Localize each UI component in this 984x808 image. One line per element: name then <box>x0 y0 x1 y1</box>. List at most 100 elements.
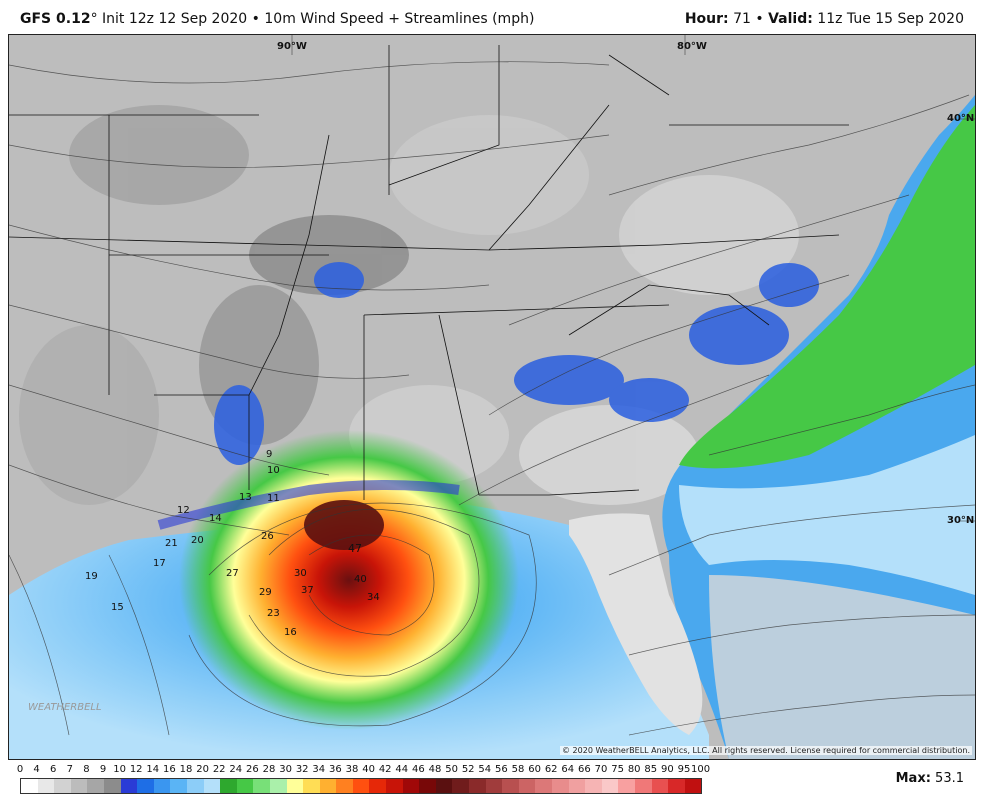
wind-label: 17 <box>153 558 166 569</box>
legend-tick-label: 34 <box>312 764 326 775</box>
legend-tick-label: 66 <box>578 764 591 775</box>
legend-swatch <box>485 779 503 793</box>
legend-tick-label: 62 <box>544 764 558 775</box>
lat-lon-grid <box>291 35 975 522</box>
color-scale-legend <box>20 778 703 794</box>
legend-tick-label: 24 <box>229 764 243 775</box>
init-time: Init 12z 12 Sep 2020 <box>102 11 248 27</box>
legend-swatch <box>269 779 287 793</box>
legend-swatch <box>419 779 436 793</box>
legend-swatch <box>386 779 403 793</box>
legend-tick-label: 14 <box>146 764 160 775</box>
legend-tick-label: 26 <box>246 764 259 775</box>
wind-label: 29 <box>259 587 272 598</box>
valid-time-info: Hour: 71 • Valid: 11z Tue 15 Sep 2020 <box>685 11 964 27</box>
coastal-wind-band <box>157 480 460 530</box>
legend-swatch <box>37 779 55 793</box>
wind-label: 40 <box>354 574 367 585</box>
legend-swatch <box>170 779 187 793</box>
legend-swatch <box>286 779 304 793</box>
degree-mark: ° <box>90 11 98 27</box>
legend-swatch <box>618 779 635 793</box>
streamlines <box>9 61 975 736</box>
wind-label: 13 <box>239 492 252 503</box>
wind-label: 15 <box>111 602 124 613</box>
legend-swatch <box>70 779 88 793</box>
legend-tick-label: 9 <box>99 764 107 775</box>
wind-label: 21 <box>165 538 178 549</box>
legend-tick-label: 10 <box>113 764 126 775</box>
hour-label: Hour: <box>684 11 729 27</box>
legend-tick-label: 75 <box>611 764 624 775</box>
valid-value: 11z Tue 15 Sep 2020 <box>817 11 964 27</box>
state-borders <box>9 45 849 500</box>
legend-tick-label: 12 <box>129 764 143 775</box>
wind-map: 90°W 80°W 40°N 30°N 47 40 37 34 30 29 27… <box>8 34 976 760</box>
legend-swatch <box>369 779 387 793</box>
legend-swatch <box>535 779 552 793</box>
legend-tick-label: 95 <box>677 764 691 775</box>
wind-label: 20 <box>191 535 204 546</box>
legend-tick-label: 30 <box>279 764 292 775</box>
legend-tick-label: 54 <box>478 764 492 775</box>
legend-swatch <box>87 779 104 793</box>
legend-tick-label: 0 <box>16 764 24 775</box>
legend-swatch <box>303 779 320 793</box>
legend-swatch <box>402 779 420 793</box>
wind-label: 16 <box>284 627 297 638</box>
valid-bullet: • <box>755 11 764 27</box>
wind-label: 12 <box>177 505 190 516</box>
wind-label: 19 <box>85 571 98 582</box>
legend-swatch <box>585 779 602 793</box>
legend-swatch <box>220 779 237 793</box>
map-canvas: 90°W 80°W 40°N 30°N 47 40 37 34 30 29 27… <box>9 35 975 759</box>
legend-swatch <box>253 779 270 793</box>
legend-swatch <box>103 779 121 793</box>
legend-swatch <box>153 779 171 793</box>
legend-tick-label: 16 <box>163 764 176 775</box>
legend-tick-label: 40 <box>362 764 375 775</box>
lat-label-30n: 30°N <box>947 515 974 526</box>
legend-tick-label: 46 <box>412 764 425 775</box>
legend-tick-label: 6 <box>50 764 57 775</box>
legend-swatch <box>203 779 221 793</box>
wind-label: 47 <box>348 542 362 555</box>
legend-tick-label: 100 <box>691 764 711 775</box>
legend-tick-label: 32 <box>295 764 309 775</box>
legend-swatch <box>518 779 536 793</box>
product-name: 10m Wind Speed + Streamlines (mph) <box>264 11 535 27</box>
legend-swatch <box>651 779 669 793</box>
legend-tick-label: 8 <box>83 764 90 775</box>
atlantic-pale-band <box>679 435 975 595</box>
legend-tick-label: 52 <box>461 764 475 775</box>
lat-label-40n: 40°N <box>947 113 974 124</box>
legend-tick-label: 20 <box>196 764 209 775</box>
hurricane-core <box>304 500 384 550</box>
legend-tick-label: 42 <box>378 764 392 775</box>
wind-speed-labels: 47 40 37 34 30 29 27 26 23 21 20 19 17 1… <box>85 449 380 638</box>
wind-label: 26 <box>261 531 274 542</box>
wind-label: 27 <box>226 568 239 579</box>
legend-tick-label: 48 <box>428 764 442 775</box>
lon-label-80w: 80°W <box>677 41 707 52</box>
wind-label: 14 <box>209 513 222 524</box>
wind-label: 23 <box>267 608 280 619</box>
legend-swatch <box>634 779 652 793</box>
max-label: Max: <box>895 771 931 786</box>
legend-tick-label: 64 <box>561 764 575 775</box>
legend-tick-label: 80 <box>627 764 641 775</box>
atlantic-green-band <box>679 105 975 469</box>
title-bullet: • <box>251 11 260 27</box>
lon-label-90w: 90°W <box>277 41 307 52</box>
copyright-notice: © 2020 WeatherBELL Analytics, LLC. All r… <box>560 746 972 755</box>
legend-swatch <box>435 779 453 793</box>
legend-swatch <box>186 779 204 793</box>
legend-tick-label: 50 <box>445 764 458 775</box>
legend-tick-label: 36 <box>329 764 342 775</box>
legend-swatch <box>120 779 138 793</box>
legend-tick-label: 22 <box>212 764 226 775</box>
header: GFS 0.12° Init 12z 12 Sep 2020 • 10m Win… <box>0 0 984 34</box>
legend-tick-label: 90 <box>661 764 674 775</box>
legend-swatch <box>452 779 470 793</box>
legend-swatch <box>352 779 370 793</box>
